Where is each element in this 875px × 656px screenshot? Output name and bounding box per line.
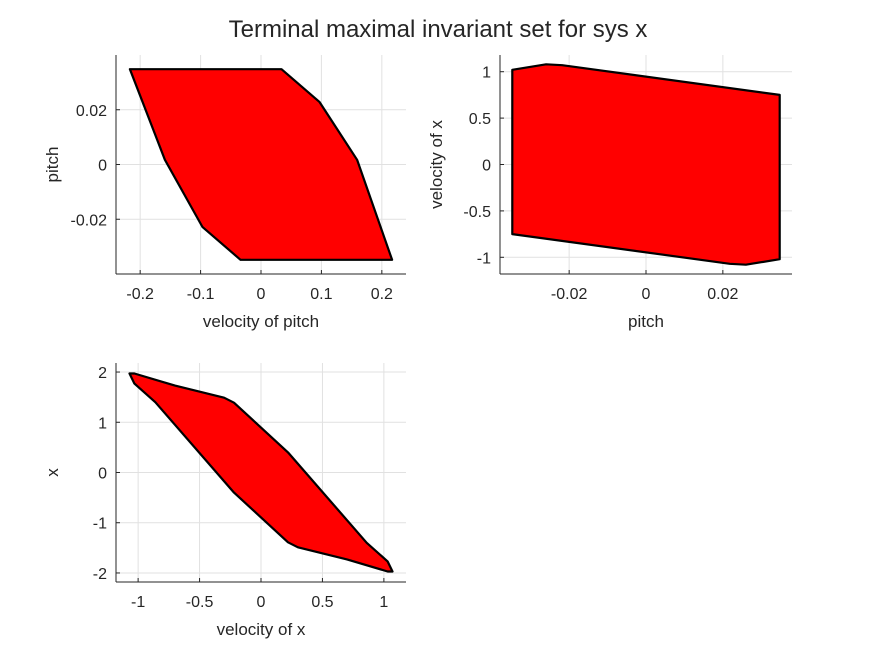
y-tick-label: 0.5 bbox=[469, 111, 491, 128]
x-tick-label: -0.2 bbox=[126, 286, 154, 303]
y-tick-label: 0 bbox=[482, 158, 491, 175]
y-tick-label: 1 bbox=[98, 415, 107, 432]
subplot-pitch-vs-velocity-x: -0.02 0 0.02 -1 -0.5 0 0.5 1 pitch velocity of x bbox=[427, 55, 792, 331]
figure-title: Terminal maximal invariant set for sys x bbox=[229, 16, 648, 43]
subplot-velocity-x-vs-x: -1 -0.5 0 0.5 1 -2 -1 0 1 2 velocity of x x bbox=[43, 363, 406, 639]
x-tick-label: 0 bbox=[642, 286, 651, 303]
x-tick-label: 1 bbox=[379, 594, 388, 611]
x-tick-label: 0.1 bbox=[310, 286, 332, 303]
x-tick-label: 0 bbox=[257, 286, 266, 303]
x-axis-title: velocity of pitch bbox=[203, 312, 319, 331]
y-tick-label: -0.02 bbox=[71, 212, 108, 229]
x-tick-label: -0.1 bbox=[187, 286, 215, 303]
y-axis-title: velocity of x bbox=[427, 120, 446, 209]
y-tick-label: 0.02 bbox=[76, 103, 107, 120]
invariant-set-polygon bbox=[128, 68, 394, 261]
x-tick-label: -1 bbox=[131, 594, 145, 611]
x-tick-label: 0.02 bbox=[707, 286, 738, 303]
y-axis-title: pitch bbox=[43, 147, 62, 183]
x-tick-label: -0.5 bbox=[186, 594, 214, 611]
x-tick-label: 0 bbox=[257, 594, 266, 611]
y-tick-label: 0 bbox=[98, 466, 107, 483]
invariant-set-polygon bbox=[511, 63, 781, 266]
x-axis-title: velocity of x bbox=[217, 620, 306, 639]
y-tick-label: -1 bbox=[477, 250, 491, 267]
y-axis-title: x bbox=[43, 468, 62, 477]
y-tick-label: 2 bbox=[98, 365, 107, 382]
y-tick-label: 1 bbox=[482, 65, 491, 82]
x-tick-label: -0.02 bbox=[551, 286, 588, 303]
y-tick-label: -1 bbox=[93, 516, 107, 533]
x-axis-title: pitch bbox=[628, 312, 664, 331]
x-tick-label: 0.2 bbox=[371, 286, 393, 303]
y-tick-label: -0.5 bbox=[463, 204, 491, 221]
y-tick-label: -2 bbox=[93, 566, 107, 583]
y-tick-label: 0 bbox=[98, 158, 107, 175]
x-tick-label: 0.5 bbox=[311, 594, 333, 611]
invariant-set-polygon bbox=[128, 372, 394, 573]
subplot-velocity-pitch-vs-pitch: -0.2 -0.1 0 0.1 0.2 -0.02 0 0.02 velocity of pit… bbox=[43, 55, 406, 331]
